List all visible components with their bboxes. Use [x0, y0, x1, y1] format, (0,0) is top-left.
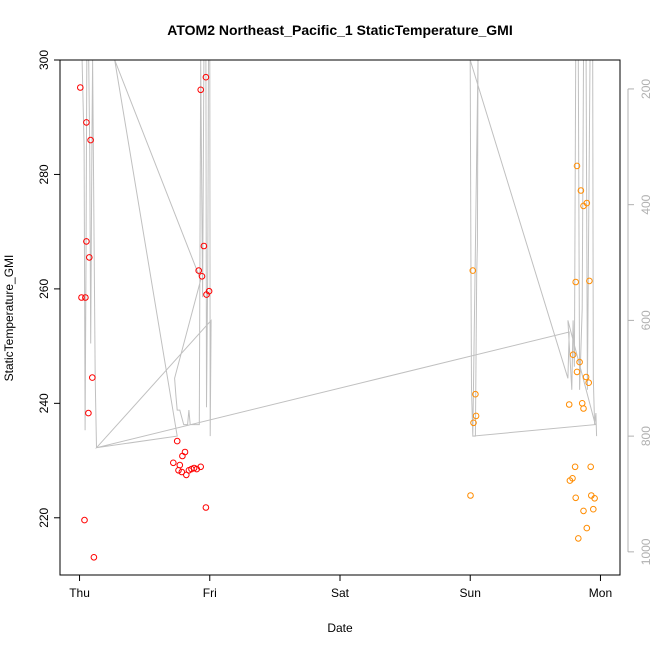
- data-point: [198, 273, 206, 280]
- data-point: [176, 461, 184, 469]
- data-point: [470, 419, 477, 427]
- data-point: [569, 351, 577, 359]
- pressure-line-layer: [79, 59, 598, 449]
- data-point: [202, 73, 210, 81]
- data-point: [590, 505, 597, 513]
- data-point: [580, 507, 587, 515]
- data-point: [572, 494, 580, 502]
- data-point: [183, 471, 190, 479]
- plot-frame: [59, 59, 621, 576]
- data-point: [200, 242, 208, 250]
- data-point: [173, 437, 181, 445]
- y2-tick-label: 1000: [639, 538, 650, 565]
- data-point: [202, 504, 210, 511]
- x-tick-label: Fri: [203, 586, 217, 600]
- y-axis-label: StaticTemperature_GMI: [2, 255, 16, 382]
- points-layer: [77, 73, 598, 561]
- data-point: [565, 401, 573, 408]
- data-point: [587, 463, 595, 471]
- x-axis-label: Date: [327, 621, 353, 635]
- data-point: [83, 238, 90, 245]
- data-point: [582, 373, 590, 381]
- y2-axis: 200 400 600 800 1000: [627, 79, 650, 565]
- data-point: [197, 463, 204, 471]
- data-point: [197, 86, 204, 94]
- data-point: [178, 468, 186, 476]
- data-point: [472, 412, 480, 420]
- data-point: [85, 409, 92, 417]
- data-point: [576, 358, 583, 366]
- y2-tick-label: 800: [639, 426, 650, 446]
- y-tick-label: 280: [37, 164, 51, 184]
- data-point: [573, 162, 581, 170]
- pressure-line: [79, 59, 598, 449]
- y-tick-label: 260: [37, 279, 51, 299]
- data-point: [569, 475, 576, 482]
- y-tick-label: 220: [37, 507, 51, 527]
- x-tick-label: Sun: [460, 586, 481, 600]
- data-point: [78, 294, 85, 301]
- data-point: [195, 267, 202, 274]
- data-point: [87, 136, 94, 144]
- data-point: [181, 448, 189, 456]
- data-point: [86, 254, 93, 261]
- chart-title: ATOM2 Northeast_Pacific_1 StaticTemperat…: [167, 22, 512, 38]
- y-tick-label: 240: [37, 393, 51, 413]
- data-point: [575, 535, 582, 542]
- data-point: [90, 554, 98, 561]
- data-point: [205, 287, 213, 295]
- data-point: [583, 199, 591, 207]
- y2-tick-label: 200: [639, 79, 650, 99]
- data-point: [573, 368, 581, 376]
- data-point: [580, 405, 587, 412]
- x-axis: Thu Fri Sat Sun Mon: [69, 575, 612, 600]
- data-point: [175, 467, 182, 474]
- data-point: [170, 459, 177, 467]
- x-tick-label: Sat: [331, 586, 350, 600]
- data-point: [83, 119, 90, 126]
- data-point: [578, 400, 586, 407]
- data-point: [81, 516, 88, 524]
- y-axis: 220 240 260 280 300: [37, 50, 60, 528]
- data-point: [572, 278, 580, 286]
- data-point: [89, 374, 96, 381]
- data-point: [179, 452, 186, 460]
- data-point: [467, 492, 474, 499]
- data-point: [571, 463, 579, 471]
- y2-tick-label: 400: [639, 194, 650, 214]
- x-tick-label: Mon: [589, 586, 612, 600]
- data-point: [472, 390, 479, 398]
- data-point: [585, 379, 593, 387]
- data-point: [586, 277, 593, 285]
- data-point: [469, 267, 477, 274]
- data-point: [577, 187, 585, 194]
- data-point: [82, 294, 89, 301]
- data-point: [77, 84, 84, 91]
- data-point: [583, 524, 591, 532]
- y-tick-label: 300: [37, 50, 51, 70]
- x-tick-label: Thu: [69, 586, 90, 600]
- y2-tick-label: 600: [639, 310, 650, 330]
- data-point: [591, 495, 598, 502]
